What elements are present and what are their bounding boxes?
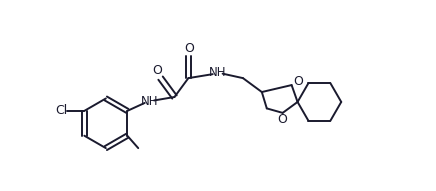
Text: NH: NH xyxy=(209,66,226,79)
Text: NH: NH xyxy=(140,95,158,108)
Text: O: O xyxy=(293,75,303,88)
Text: O: O xyxy=(184,42,194,55)
Text: O: O xyxy=(278,113,288,126)
Text: O: O xyxy=(152,64,162,77)
Text: Cl: Cl xyxy=(55,104,68,117)
